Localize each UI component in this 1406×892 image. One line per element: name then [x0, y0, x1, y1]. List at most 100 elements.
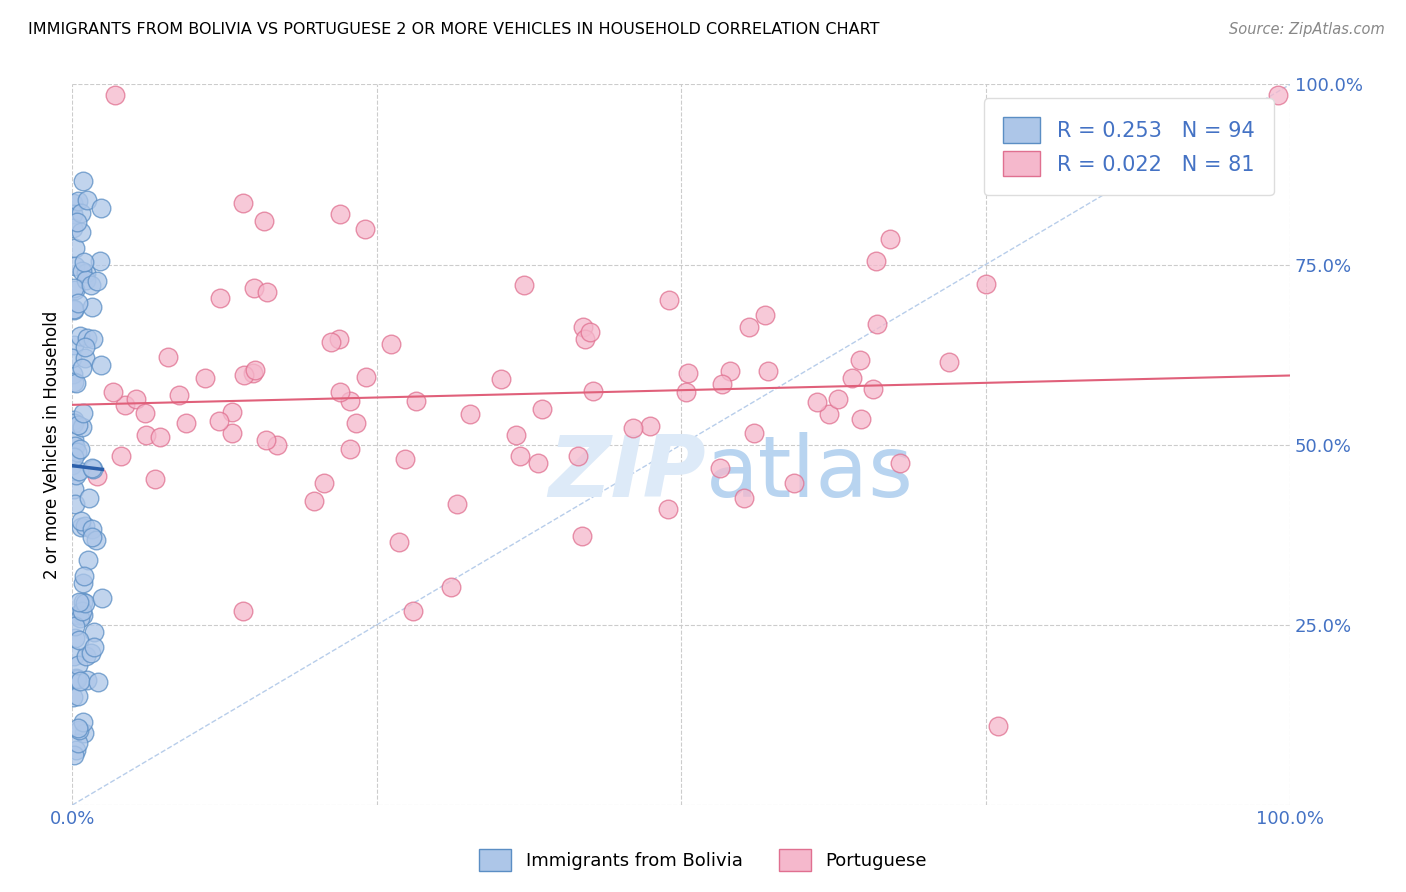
Point: [69, 442, 91, 456]
Point: [65, 376, 87, 390]
Point: [742, 426, 765, 441]
Point: [75, 648, 97, 663]
Point: [63, 619, 86, 633]
Point: [709, 461, 731, 475]
Point: [62, 434, 84, 448]
Point: [530, 402, 553, 417]
Point: [67, 595, 90, 609]
Point: [66, 689, 89, 703]
Point: [174, 416, 197, 430]
Point: [658, 293, 681, 307]
Point: [232, 196, 254, 211]
Point: [73, 726, 96, 740]
Point: [84, 533, 107, 547]
Point: [72, 576, 94, 591]
Point: [388, 534, 411, 549]
Point: [243, 363, 266, 377]
Point: [67, 723, 90, 737]
Point: [62, 301, 84, 316]
Point: [209, 291, 232, 305]
Point: [329, 207, 352, 221]
Point: [75, 266, 97, 280]
Point: [356, 369, 378, 384]
Point: [76, 331, 98, 345]
Point: [221, 405, 243, 419]
Point: [67, 295, 90, 310]
Point: [72, 174, 94, 188]
Point: [76, 194, 98, 208]
Point: [83, 625, 105, 640]
Point: [567, 449, 589, 463]
Point: [394, 451, 416, 466]
Point: [90, 358, 112, 372]
Point: [70, 604, 93, 618]
Point: [75, 596, 97, 610]
Point: [62, 367, 84, 381]
Point: [62, 482, 84, 496]
Point: [817, 407, 839, 421]
Point: [73, 254, 96, 268]
Point: [66, 445, 89, 459]
Point: [232, 603, 254, 617]
Point: [194, 370, 217, 384]
Point: [312, 475, 335, 490]
Point: [756, 364, 779, 378]
Point: [571, 320, 593, 334]
Point: [70, 514, 93, 528]
Point: [86, 469, 108, 483]
Point: [79, 278, 101, 293]
Point: [87, 674, 110, 689]
Point: [66, 194, 89, 208]
Point: [104, 88, 127, 103]
Point: [72, 608, 94, 623]
Point: [63, 259, 86, 273]
Point: [77, 553, 100, 567]
Point: [70, 420, 93, 434]
Point: [974, 277, 997, 292]
Point: [938, 355, 960, 369]
Point: [91, 591, 114, 606]
Point: [75, 273, 97, 287]
Point: [446, 497, 468, 511]
Point: [243, 281, 266, 295]
Text: IMMIGRANTS FROM BOLIVIA VS PORTUGUESE 2 OR MORE VEHICLES IN HOUSEHOLD CORRELATIO: IMMIGRANTS FROM BOLIVIA VS PORTUGUESE 2 …: [28, 22, 880, 37]
Text: ZIP: ZIP: [548, 432, 706, 515]
Point: [143, 472, 166, 486]
Point: [353, 221, 375, 235]
Point: [865, 317, 887, 331]
Point: [62, 690, 84, 704]
Point: [67, 721, 90, 735]
Point: [754, 308, 776, 322]
Point: [73, 518, 96, 533]
Point: [156, 350, 179, 364]
Point: [711, 377, 734, 392]
Point: [527, 456, 550, 470]
Point: [82, 333, 104, 347]
Point: [63, 439, 86, 453]
Text: Source: ZipAtlas.com: Source: ZipAtlas.com: [1229, 22, 1385, 37]
Point: [63, 649, 86, 664]
Point: [66, 672, 89, 686]
Point: [63, 631, 86, 645]
Point: [253, 214, 276, 228]
Point: [827, 392, 849, 406]
Point: [66, 608, 89, 623]
Point: [879, 231, 901, 245]
Point: [80, 522, 103, 536]
Point: [405, 393, 427, 408]
Point: [63, 450, 86, 464]
Point: [65, 497, 87, 511]
Point: [783, 475, 806, 490]
Point: [67, 417, 90, 432]
Point: [67, 464, 90, 478]
Point: [254, 433, 277, 447]
Point: [73, 568, 96, 582]
Point: [62, 416, 84, 430]
Point: [114, 398, 136, 412]
Point: [509, 449, 531, 463]
Point: [63, 748, 86, 763]
Point: [339, 442, 361, 456]
Point: [86, 274, 108, 288]
Point: [69, 206, 91, 220]
Point: [72, 714, 94, 729]
